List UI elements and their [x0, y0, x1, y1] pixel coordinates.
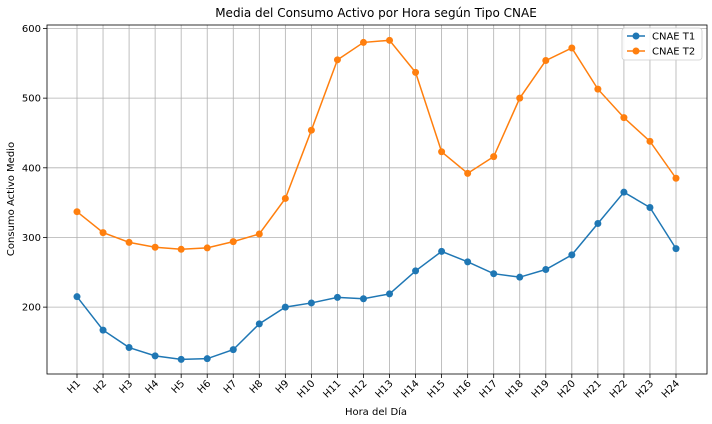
data-point	[542, 57, 550, 65]
data-point	[646, 137, 654, 145]
data-point	[438, 247, 446, 255]
data-point	[568, 251, 576, 259]
data-point	[516, 94, 524, 102]
data-point	[229, 346, 237, 354]
data-point	[594, 220, 602, 228]
data-point	[73, 293, 81, 301]
data-point	[359, 38, 367, 46]
data-point	[438, 148, 446, 156]
data-point	[412, 267, 420, 275]
data-point	[490, 153, 498, 161]
data-point	[203, 244, 211, 252]
data-point	[151, 352, 159, 360]
data-point	[386, 290, 394, 298]
data-point	[464, 258, 472, 266]
data-point	[620, 188, 628, 196]
y-tick-label: 600	[22, 24, 41, 35]
legend-label: CNAE T1	[652, 32, 695, 43]
plot-area-frame	[46, 24, 708, 375]
data-point	[177, 355, 185, 363]
y-axis-ticks: 200 300 400 500 600	[22, 24, 47, 314]
data-point	[516, 273, 524, 281]
y-axis-title: Consumo Activo Medio	[6, 142, 17, 256]
data-point	[99, 326, 107, 334]
series-line	[76, 191, 677, 361]
series-line	[76, 39, 677, 251]
y-tick-label: 500	[22, 94, 41, 105]
data-point	[307, 126, 315, 134]
legend-label: CNAE T2	[652, 47, 695, 58]
legend: CNAE T1 CNAE T2	[621, 27, 703, 61]
series-2	[73, 36, 680, 253]
data-point	[203, 355, 211, 363]
data-point	[255, 230, 263, 238]
y-tick-label: 200	[22, 303, 41, 314]
data-point	[412, 68, 420, 76]
data-point	[359, 295, 367, 303]
x-axis-title: Hora del Día	[345, 406, 407, 418]
data-point	[333, 293, 341, 301]
y-tick-label: 300	[22, 233, 41, 244]
data-point	[490, 270, 498, 278]
data-point	[620, 114, 628, 122]
chart-title: Media del Consumo Activo por Hora según …	[215, 6, 537, 20]
data-point	[125, 238, 133, 246]
data-point	[594, 85, 602, 93]
data-point	[281, 194, 289, 202]
data-point	[281, 303, 289, 311]
data-point	[229, 238, 237, 246]
data-point	[125, 344, 133, 352]
grid-lines	[47, 25, 707, 374]
series-1	[73, 188, 680, 363]
data-point	[307, 299, 315, 307]
data-point	[542, 266, 550, 274]
data-point	[464, 169, 472, 177]
data-point	[99, 229, 107, 237]
data-point	[151, 243, 159, 251]
legend-marker	[632, 47, 640, 55]
y-tick-label: 400	[22, 163, 41, 174]
legend-marker	[632, 32, 640, 40]
data-point	[672, 174, 680, 182]
data-point	[255, 320, 263, 328]
data-point	[386, 36, 394, 44]
data-point	[73, 208, 81, 216]
series-lines	[73, 36, 680, 363]
data-point	[646, 204, 654, 212]
data-point	[672, 245, 680, 253]
data-point	[333, 56, 341, 64]
data-point	[568, 44, 576, 52]
data-point	[177, 245, 185, 253]
